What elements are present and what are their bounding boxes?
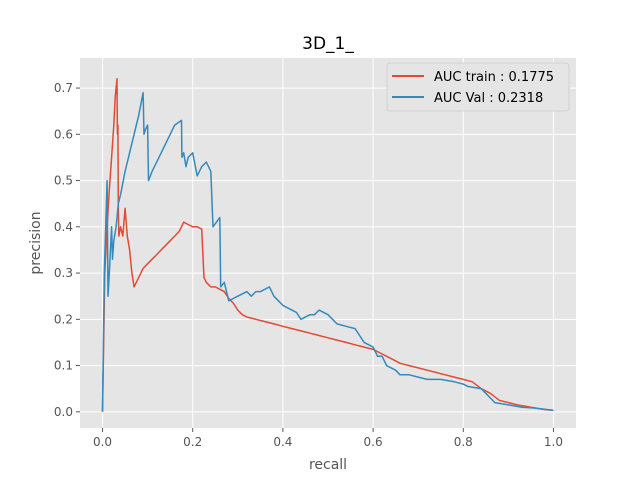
legend-box bbox=[386, 62, 570, 112]
chart-title: 3D_1_ bbox=[302, 34, 354, 54]
x-tick-label: 0.2 bbox=[183, 435, 202, 449]
y-tick-label: 0.7 bbox=[54, 81, 73, 95]
x-axis-ticks: 0.0 0.2 0.4 0.6 0.8 1.0 bbox=[93, 428, 563, 449]
y-tick-label: 0.4 bbox=[54, 220, 73, 234]
y-tick-label: 0.6 bbox=[54, 127, 73, 141]
x-tick-label: 1.0 bbox=[544, 435, 563, 449]
x-tick-label: 0.4 bbox=[273, 435, 292, 449]
legend-label-train: AUC train : 0.1775 bbox=[434, 70, 554, 85]
x-tick-label: 0.8 bbox=[454, 435, 473, 449]
x-tick-label: 0.6 bbox=[364, 435, 383, 449]
series-line-val bbox=[101, 91, 554, 412]
y-axis-ticks: 0.0 0.1 0.2 0.3 0.4 0.5 0.6 0.7 bbox=[54, 81, 80, 419]
legend: AUC train : 0.1775 AUC Val : 0.2318 bbox=[386, 62, 570, 112]
y-tick-label: 0.5 bbox=[54, 174, 73, 188]
y-axis-label: precision bbox=[28, 211, 44, 274]
series-line-train bbox=[101, 78, 554, 412]
y-tick-label: 0.2 bbox=[54, 312, 73, 326]
x-axis-label: recall bbox=[309, 457, 347, 473]
y-tick-label: 0.1 bbox=[54, 359, 73, 373]
series-lines bbox=[101, 78, 554, 412]
x-tick-label: 0.0 bbox=[93, 435, 112, 449]
y-tick-label: 0.3 bbox=[54, 266, 73, 280]
plot-background bbox=[80, 58, 576, 428]
legend-label-val: AUC Val : 0.2318 bbox=[434, 91, 543, 106]
y-tick-label: 0.0 bbox=[54, 405, 73, 419]
